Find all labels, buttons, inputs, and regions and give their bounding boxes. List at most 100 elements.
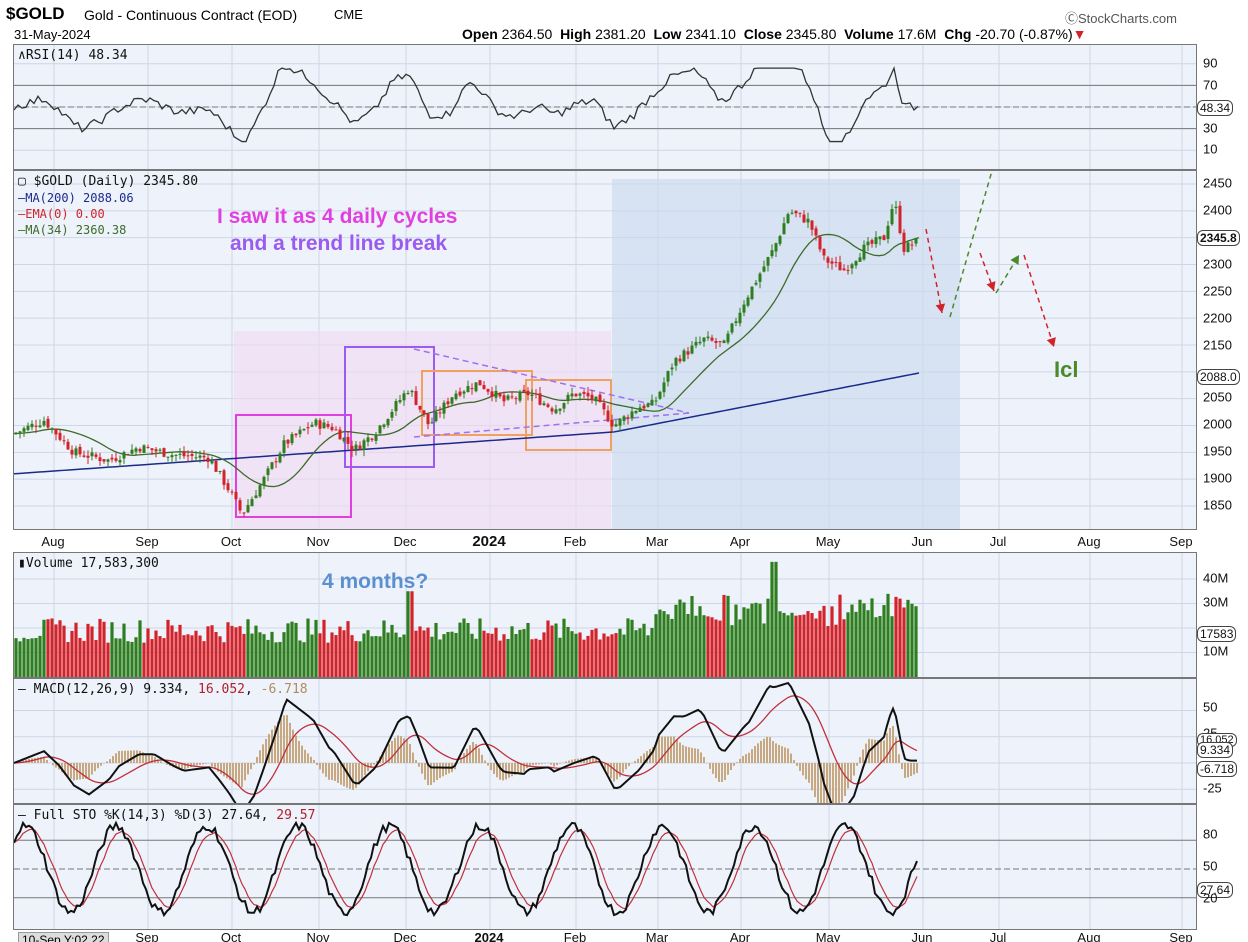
macd-hist-bar [613,763,615,782]
macd-hist-bar [298,741,300,763]
macd-hist-bar [859,757,861,763]
macd-hist-bar [286,715,288,763]
macd-hist-bar [661,736,663,763]
volume-bar [438,639,442,677]
candle-body [102,459,106,462]
candle-body [518,391,522,401]
macd-hist-bar [235,763,237,785]
candle-body [50,428,54,430]
volume-bar [398,637,402,677]
macd-hist-bar [265,738,267,763]
candle-body [586,392,590,397]
macd-hist-bar [508,763,510,778]
candle-body [118,460,122,463]
candle-body [558,408,562,411]
volume-bar [494,627,498,677]
macd-hist-bar [73,763,75,781]
footer-x-label: Nov [306,930,330,942]
macd-axis: 50 25 16.052 9.334 -6.718 -25 [1197,678,1248,804]
macd-hist-bar [469,745,471,763]
macd-hist-bar [541,763,543,764]
candle-body [326,423,330,427]
macd-hist-bar [715,763,717,779]
cycle-box [525,379,612,451]
volume-bar [762,623,766,677]
macd-hist-bar [253,763,255,765]
macd-hist-bar [481,754,483,763]
macd-hist-bar [343,763,345,787]
macd-hist-bar [709,763,711,769]
volume-bar [878,616,882,677]
candle-body [202,455,206,458]
volume-bar [338,626,342,677]
volume-bar [446,631,450,677]
macd-hist-bar [460,757,462,763]
volume-bar [358,641,362,677]
macd-hist-bar [574,759,576,763]
candle-body [250,499,254,507]
macd-hist-bar [229,763,231,781]
volume-bar [638,628,642,677]
macd-hist-bar [334,763,336,781]
volume-bar [294,622,298,677]
macd-hist-bar [556,763,558,766]
volume-bar [146,628,150,677]
volume-bar [178,624,182,677]
macd-hist-bar [487,763,489,766]
volume-bar [170,625,174,677]
candle-body [590,394,594,400]
macd-hist-bar [259,750,261,763]
candle-body [346,437,350,444]
macd-hist-bar [37,757,39,763]
volume-bar [874,617,878,677]
volume-bar [234,627,238,677]
candle-body [110,457,114,460]
volume-bar [318,633,322,677]
volume-bar [382,620,386,677]
volume-bar [570,631,574,677]
volume-bar [858,599,862,677]
macd-hist-bar [886,733,888,763]
volume-bar [230,625,234,677]
arrow-head [1046,337,1056,347]
candle-body [878,236,882,240]
macd-hist-bar [589,757,591,763]
volume-bar [622,634,626,677]
candle-body [786,214,790,224]
macd-hist-bar [496,763,498,778]
macd-hist-bar [838,763,840,803]
volume-bar [302,642,306,677]
volume-bar [298,640,302,677]
volume-panel: ▮Volume 17,583,300 4 months? [13,552,1197,678]
candle-body [74,448,78,456]
candle-body [534,393,538,395]
volume-bar [710,617,714,677]
volume-bar [442,634,446,677]
volume-bar [422,630,426,677]
candle-body [378,425,382,434]
candle-body [890,209,894,225]
macd-hist-bar [214,763,216,770]
candle-body [802,214,806,223]
macd-hist-bar [94,763,96,772]
macd-hist-bar [625,763,627,770]
volume-bar [66,642,70,677]
macd-hist-bar [610,763,612,779]
macd-hist-bar [325,763,327,777]
candle-body [422,410,426,414]
candle-body [602,403,606,410]
macd-hist-bar [760,740,762,763]
volume-bar [794,615,798,677]
sto-panel: — Full STO %K(14,3) %D(3) 27.64, 29.57 [13,804,1197,930]
candle-body [318,420,322,429]
macd-hist-bar [292,729,294,763]
macd-hist-bar [883,740,885,763]
ma200-last-value: 2088.0 [1197,369,1240,385]
candle-body [886,225,890,239]
candle-body [494,390,498,398]
candle-body [554,409,558,414]
volume-bar [910,603,914,677]
candle-body [610,419,614,427]
macd-hist-bar [691,747,693,763]
candle-body [298,429,302,435]
